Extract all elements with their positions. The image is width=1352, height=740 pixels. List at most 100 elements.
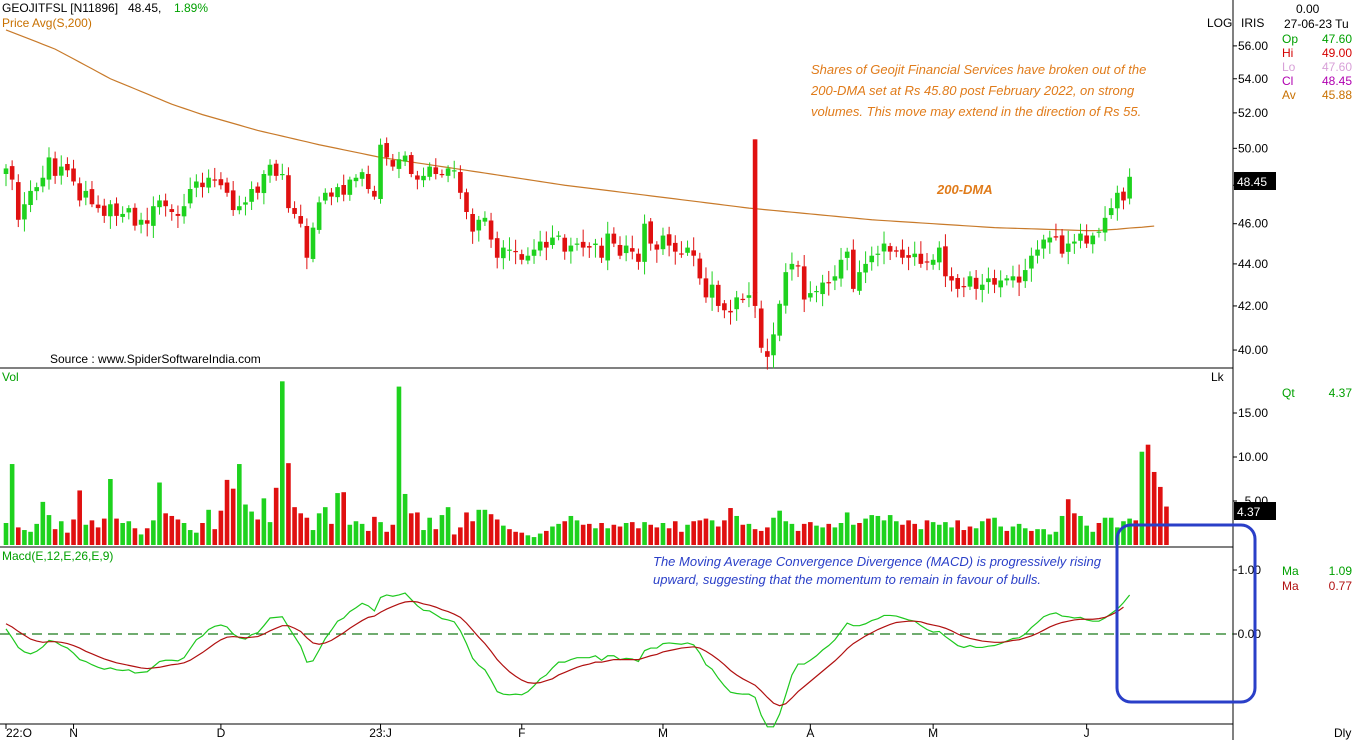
candle-body (666, 234, 672, 246)
candle-body (1029, 255, 1034, 269)
macd-highlight-box (1115, 523, 1257, 704)
volume-bar (224, 479, 230, 545)
volume-bar (40, 501, 46, 545)
candle-body (144, 220, 150, 224)
candle-body (832, 276, 838, 281)
candle-body (470, 214, 475, 232)
candle-body (200, 182, 205, 188)
candle-body (1102, 217, 1108, 233)
volume-bar (998, 526, 1003, 545)
volume-bar (752, 529, 758, 545)
candle-body (114, 203, 119, 216)
candle-body (52, 158, 58, 176)
candle-body (844, 251, 850, 258)
volume-bar (936, 524, 942, 545)
volume-bar (433, 529, 439, 545)
volume-bar (814, 525, 819, 545)
candle-body (691, 250, 696, 256)
volume-bar (1121, 521, 1126, 545)
candle-body (599, 245, 604, 258)
candle-body (261, 174, 267, 194)
volume-bar (617, 526, 623, 545)
candle-body (40, 177, 46, 187)
volume-bar (46, 515, 52, 545)
candle-body (120, 213, 125, 217)
volume-bar (341, 492, 346, 545)
volume-bar (421, 530, 426, 545)
candle-body (746, 295, 752, 298)
candle-body (660, 235, 666, 250)
candle-body (519, 254, 525, 260)
candle-body (181, 206, 187, 217)
candle-body (924, 261, 930, 263)
volume-bar (120, 523, 125, 545)
ohlc-value: 47.60 (1322, 60, 1352, 74)
volume-bar (322, 507, 328, 545)
candle-body (851, 249, 856, 289)
candle-body (863, 263, 868, 273)
volume-bar (795, 530, 801, 545)
candle-body (71, 168, 76, 182)
candle-body (574, 243, 580, 245)
volume-bar (249, 511, 254, 545)
macd-ma1-value: 1.09 (1329, 564, 1352, 578)
volume-bar (181, 523, 187, 545)
volume-bar (777, 510, 782, 545)
volume-bar (1059, 515, 1065, 545)
candle-body (930, 259, 936, 265)
volume-bar (531, 537, 537, 545)
volume-bar (396, 386, 402, 545)
dma-200-layer (5, 29, 1155, 232)
volume-bar (15, 527, 21, 545)
candle-body (390, 160, 396, 167)
volume-bar (83, 524, 89, 545)
candle-body (949, 276, 954, 281)
candle-body (1108, 208, 1114, 216)
volume-bar (445, 507, 451, 545)
ohlc-value: 49.00 (1322, 46, 1352, 60)
price-tick-label: 46.00 (1238, 217, 1268, 231)
ohlc-value: 45.88 (1322, 88, 1352, 102)
candle-body (267, 164, 273, 176)
candle-body (163, 200, 168, 207)
candle-body (715, 284, 721, 306)
candle-body (1121, 191, 1126, 201)
candle-body (194, 181, 199, 188)
volume-bar (286, 463, 291, 545)
candle-body (230, 190, 236, 211)
volume-bar (89, 520, 95, 545)
volume-bar (912, 523, 918, 545)
volume-bar (1035, 529, 1040, 545)
candle-body (685, 247, 690, 253)
candle-body (998, 280, 1003, 288)
volume-bar (28, 531, 33, 545)
date-readout: 27-06-23 Tu (1284, 17, 1349, 31)
annotation-line: Shares of Geojit Financial Services have… (811, 62, 1146, 77)
volume-bar (77, 490, 82, 545)
candle-body (1127, 176, 1132, 199)
volume-bar (488, 514, 494, 545)
volume-bar (3, 523, 9, 545)
symbol-label: GEOJITFSL [N11896] (2, 1, 118, 15)
volume-bar (482, 509, 488, 545)
volume-bar (593, 528, 598, 545)
candle-body (752, 139, 758, 294)
candle-body (402, 155, 408, 162)
candle-body (212, 179, 218, 181)
price-tick-label: 54.00 (1238, 72, 1268, 86)
volume-bar (157, 482, 162, 545)
candle-body (967, 276, 973, 287)
candle-body (777, 303, 782, 336)
dma-200-label: 200-DMA (936, 182, 993, 197)
volume-bar (629, 522, 635, 545)
candle-body (433, 167, 439, 175)
candle-body (65, 163, 70, 171)
volume-bar (924, 520, 930, 545)
volume-bar (740, 524, 746, 545)
price-tick-label: 52.00 (1238, 106, 1268, 120)
volume-bar (979, 521, 985, 545)
candle-body (1059, 235, 1065, 254)
price-tick-label: 44.00 (1238, 257, 1268, 271)
candle-body (869, 255, 875, 263)
log-scale-label: LOG (1207, 16, 1232, 30)
